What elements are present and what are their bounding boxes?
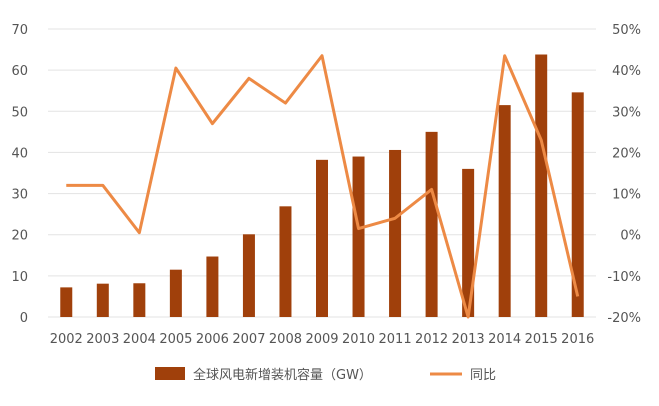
right-tick-label: 40% [612, 64, 641, 79]
x-tick-label: 2007 [232, 332, 265, 347]
x-tick-label: 2012 [415, 332, 448, 347]
bar [316, 159, 328, 317]
x-tick-label: 2002 [50, 332, 83, 347]
legend: 全球风电新增装机容量（GW） 同比 [155, 367, 496, 383]
right-tick-label: -20% [607, 311, 641, 326]
right-tick-label: 10% [612, 188, 641, 203]
bar [206, 256, 219, 317]
left-tick-label: 20 [11, 229, 28, 244]
bar [96, 283, 109, 317]
bar [535, 54, 548, 317]
bar [169, 269, 182, 317]
bar [242, 234, 255, 317]
x-tick-label: 2006 [196, 332, 229, 347]
left-tick-label: 10 [11, 270, 28, 285]
bar [462, 168, 475, 317]
legend-bar-swatch [155, 367, 185, 380]
bar [352, 156, 365, 317]
bar [389, 149, 402, 317]
left-tick-label: 30 [11, 188, 28, 203]
right-axis-ticks: -20% -10% 0% 10% 20% 30% 40% 50% [607, 23, 641, 326]
left-tick-label: 70 [11, 23, 28, 38]
line-series [66, 54, 580, 319]
line-path [66, 54, 580, 319]
legend-bar-label: 全球风电新增装机容量（GW） [193, 367, 372, 383]
left-axis-ticks: 0 10 20 30 40 50 60 70 [11, 23, 28, 326]
x-tick-label: 2016 [561, 332, 594, 347]
x-tick-label: 2015 [525, 332, 558, 347]
bar [425, 131, 438, 317]
x-tick-label: 2005 [159, 332, 192, 347]
left-tick-label: 40 [11, 146, 28, 161]
right-tick-label: -10% [607, 270, 641, 285]
right-tick-label: 20% [612, 146, 641, 161]
x-tick-label: 2011 [379, 332, 412, 347]
x-tick-label: 2003 [86, 332, 119, 347]
bar [279, 206, 292, 317]
bar [133, 283, 146, 317]
left-tick-label: 60 [11, 64, 28, 79]
x-axis-ticks: 2002 2003 2004 2005 2006 2007 2008 2009 2010 2011… [50, 332, 595, 347]
x-tick-label: 2010 [342, 332, 375, 347]
right-tick-label: 50% [612, 23, 641, 38]
x-tick-label: 2008 [269, 332, 302, 347]
bar-series [60, 54, 584, 317]
x-tick-label: 2014 [488, 332, 521, 347]
bar [571, 92, 584, 317]
right-tick-label: 0% [620, 229, 641, 244]
left-tick-label: 0 [20, 311, 28, 326]
right-tick-label: 30% [612, 105, 641, 120]
left-tick-label: 50 [11, 105, 28, 120]
x-tick-label: 2004 [123, 332, 156, 347]
x-tick-label: 2009 [305, 332, 338, 347]
bar [60, 287, 73, 317]
x-tick-label: 2013 [452, 332, 485, 347]
legend-line-label: 同比 [470, 368, 496, 383]
bar [498, 105, 511, 317]
